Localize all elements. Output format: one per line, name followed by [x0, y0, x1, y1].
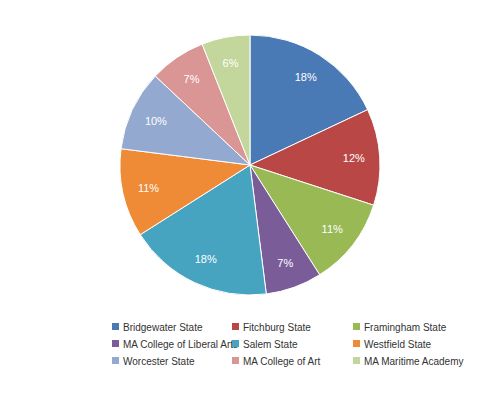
legend-swatch — [232, 323, 239, 330]
legend-swatch — [232, 357, 239, 364]
legend-swatch — [353, 323, 360, 330]
data-label: 7% — [184, 73, 200, 85]
data-label: 12% — [343, 152, 365, 164]
legend-item: MA Maritime Academy — [353, 356, 463, 367]
legend-label: MA College of Art — [243, 356, 320, 367]
pie — [120, 35, 380, 295]
pie-slice — [202, 35, 250, 165]
legend-label: Salem State — [243, 339, 298, 350]
data-labels: 18% 12% 11% 7% 18% 11% 10% 7% 6% — [138, 57, 365, 269]
legend-label: Bridgewater State — [123, 322, 203, 333]
legend-item: Salem State — [232, 339, 298, 350]
legend-swatch — [232, 340, 239, 347]
legend-label: Westfield State — [364, 339, 432, 350]
data-label: 18% — [195, 253, 217, 265]
data-label: 6% — [223, 57, 239, 69]
legend-swatch — [112, 323, 119, 330]
legend-swatch — [112, 340, 119, 347]
legend-swatch — [353, 340, 360, 347]
legend-label: Worcester State — [123, 356, 195, 367]
legend-label: Framingham State — [364, 322, 447, 333]
data-label: 11% — [322, 223, 343, 235]
chart: 18% 12% 11% 7% 18% 11% 10% 7% 6% Bridgewater Stat… — [0, 0, 480, 400]
data-label: 11% — [138, 182, 159, 194]
legend-label: Fitchburg State — [243, 322, 311, 333]
legend-item: Bridgewater State — [112, 322, 203, 333]
legend-swatch — [353, 357, 360, 364]
legend-label: MA Maritime Academy — [364, 356, 463, 367]
legend-label: MA College of Liberal Arts — [123, 339, 238, 350]
legend-item: Westfield State — [353, 339, 432, 350]
legend-item: MA College of Art — [232, 356, 320, 367]
legend-item: MA College of Liberal Arts — [112, 339, 238, 350]
legend: Bridgewater State Fitchburg State Framingh… — [112, 322, 463, 367]
data-label: 7% — [277, 257, 293, 269]
legend-item: Framingham State — [353, 322, 447, 333]
data-label: 18% — [295, 71, 317, 83]
legend-item: Fitchburg State — [232, 322, 311, 333]
legend-swatch — [112, 357, 119, 364]
data-label: 10% — [145, 115, 167, 127]
legend-item: Worcester State — [112, 356, 195, 367]
